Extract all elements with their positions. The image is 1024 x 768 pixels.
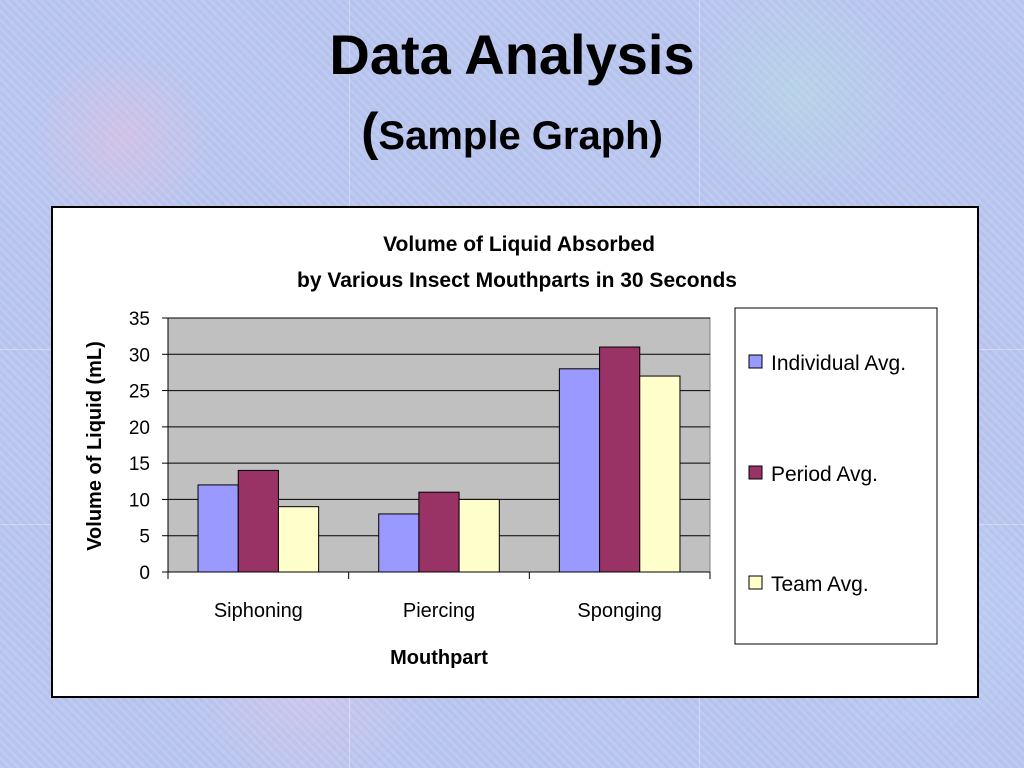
bar xyxy=(277,506,320,573)
bar-layer xyxy=(197,346,681,573)
y-tick-label: 25 xyxy=(129,382,150,403)
y-tick-label: 5 xyxy=(139,527,150,548)
chart-title-line-1: Volume of Liquid Absorbed xyxy=(383,233,655,256)
slide-subtitle: (Sample Graph) xyxy=(0,104,1024,164)
bar xyxy=(418,491,460,573)
y-tick-label: 10 xyxy=(129,490,150,511)
y-tick-label: 15 xyxy=(129,454,150,475)
chart-title-line-2: by Various Insect Mouthparts in 30 Secon… xyxy=(297,269,737,292)
legend-label: Individual Avg. xyxy=(771,352,906,375)
subtitle-text: Sample Graph) xyxy=(378,114,663,158)
legend-swatch xyxy=(748,575,763,590)
legend-label: Period Avg. xyxy=(771,463,878,486)
legend-swatch xyxy=(748,465,763,480)
legend-swatch xyxy=(748,354,763,369)
x-tick-label: Siphoning xyxy=(214,600,303,622)
slide-title: Data Analysis xyxy=(329,23,695,86)
bar xyxy=(599,346,641,573)
bar xyxy=(237,469,279,573)
bar xyxy=(558,368,601,573)
bar xyxy=(197,484,239,573)
chart-container: 0 5 10 15 20 25 30 35 Siphoning Piercing Sponging … xyxy=(51,206,979,698)
bar xyxy=(458,498,500,573)
legend-label: Team Avg. xyxy=(771,573,869,596)
x-axis-label: Mouthpart xyxy=(390,647,488,669)
y-tick-label: 0 xyxy=(139,563,150,584)
y-tick-label: 30 xyxy=(129,345,150,366)
legend: Individual Avg. Period Avg. Team Avg. xyxy=(748,352,906,596)
axis-layer: 0 5 10 15 20 25 30 35 Siphoning Piercing Sponging xyxy=(129,309,711,622)
legend-box xyxy=(734,307,938,645)
y-tick-label: 35 xyxy=(129,309,150,330)
y-tick-label: 20 xyxy=(129,418,150,439)
y-axis-label: Volume of Liquid (mL) xyxy=(84,341,106,551)
x-tick-label: Piercing xyxy=(403,600,475,622)
bar xyxy=(639,375,681,573)
x-tick-label: Sponging xyxy=(577,600,662,622)
subtitle-open-paren: ( xyxy=(361,103,379,161)
bar xyxy=(378,513,420,573)
